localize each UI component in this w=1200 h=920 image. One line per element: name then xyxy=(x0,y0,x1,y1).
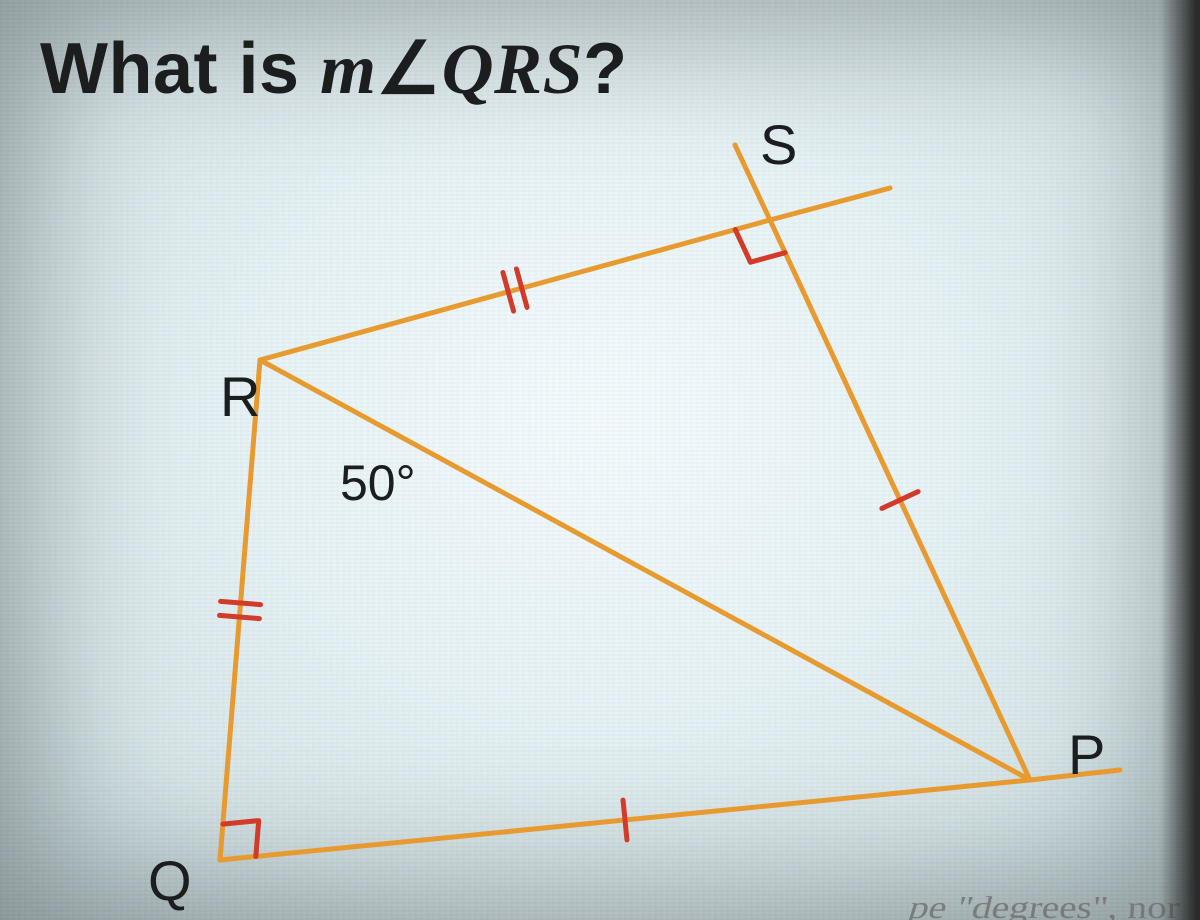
svg-text:R: R xyxy=(220,365,260,428)
question-suffix: ? xyxy=(583,29,627,109)
angle-symbol: ∠ xyxy=(377,29,442,109)
diagram-svg: QRSP50° xyxy=(70,140,1120,900)
svg-text:S: S xyxy=(760,113,797,176)
svg-text:Q: Q xyxy=(148,849,192,912)
geometry-diagram: QRSP50° xyxy=(70,140,1120,900)
question-m: m xyxy=(320,29,377,109)
svg-text:P: P xyxy=(1068,723,1105,786)
question-prefix: What is xyxy=(40,29,320,109)
question-angle-name: QRS xyxy=(442,29,584,109)
svg-text:50°: 50° xyxy=(340,455,416,511)
cutoff-footer-text: pe "degrees", nor xyxy=(904,889,1180,920)
screenshot-photo: What is m∠QRS? QRSP50° pe "degrees", nor xyxy=(0,0,1200,920)
question-text: What is m∠QRS? xyxy=(40,26,628,111)
monitor-bezel-right xyxy=(1160,0,1200,920)
